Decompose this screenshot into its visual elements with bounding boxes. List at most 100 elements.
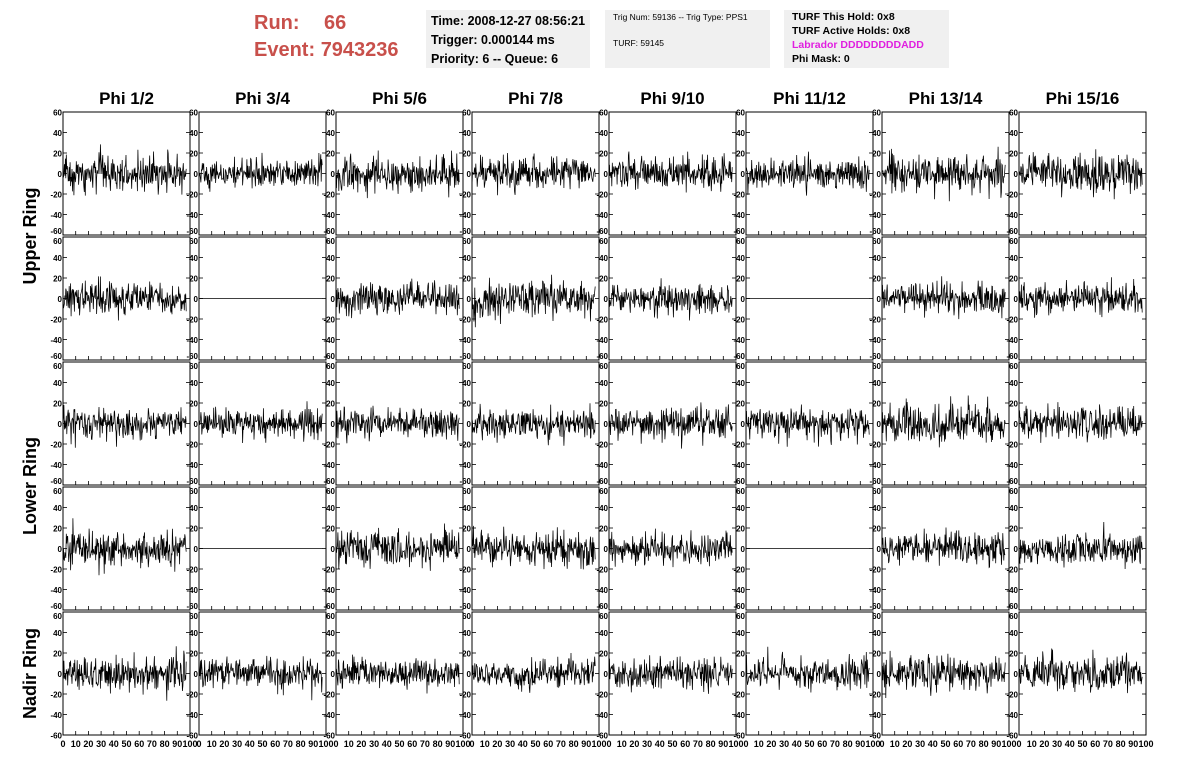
y-tick-label: 20 [1009, 400, 1018, 409]
trig-num-text: Trig Num: 59136 -- Trig Type: PPS1 [613, 12, 748, 22]
y-tick-label: -40 [596, 461, 608, 470]
x-tick-label: 0 [743, 739, 748, 749]
waveform-trace [335, 278, 460, 319]
y-tick-label: 0 [877, 670, 882, 679]
y-tick-label: -20 [869, 316, 881, 325]
turf-text: TURF: 59145 [613, 38, 665, 48]
y-tick-label: 20 [736, 400, 745, 409]
y-tick-label: -60 [323, 352, 335, 361]
x-tick-label: 70 [283, 739, 293, 749]
y-tick-label: 60 [326, 109, 335, 118]
waveform-trace [471, 403, 596, 446]
y-tick-label: -20 [869, 691, 881, 700]
y-tick-label: -20 [459, 191, 471, 200]
y-tick-label: 60 [189, 237, 198, 246]
y-tick-label: -60 [869, 477, 881, 486]
y-tick-label: 40 [1009, 129, 1018, 138]
y-tick-label: 60 [326, 612, 335, 621]
y-tick-label: -40 [733, 461, 745, 470]
y-tick-label: 20 [326, 275, 335, 284]
y-tick-label: -20 [50, 691, 62, 700]
column-header: Phi 15/16 [1046, 89, 1120, 108]
y-tick-label: 20 [326, 650, 335, 659]
x-tick-label: 50 [530, 739, 540, 749]
y-tick-label: -20 [186, 441, 198, 450]
y-tick-label: -40 [50, 211, 62, 220]
y-tick-label: 40 [599, 254, 608, 263]
x-tick-label: 10 [480, 739, 490, 749]
y-tick-label: -20 [459, 441, 471, 450]
x-tick-label: 90 [991, 739, 1001, 749]
y-tick-label: 40 [599, 629, 608, 638]
trigger-text: Trigger: 0.000144 ms [431, 33, 555, 47]
x-tick-label: 80 [433, 739, 443, 749]
x-tick-label: 20 [492, 739, 502, 749]
y-tick-label: 40 [462, 379, 471, 388]
x-tick-label: 90 [172, 739, 182, 749]
column-header: Phi 9/10 [640, 89, 704, 108]
column-header: Phi 5/6 [372, 89, 427, 108]
y-tick-label: -40 [1006, 586, 1018, 595]
y-tick-label: -20 [1006, 441, 1018, 450]
y-tick-label: -40 [596, 336, 608, 345]
y-tick-label: 60 [1009, 362, 1018, 371]
y-tick-label: -40 [50, 711, 62, 720]
y-tick-label: -60 [459, 227, 471, 236]
y-tick-label: 0 [467, 545, 472, 554]
y-tick-label: 20 [872, 525, 881, 534]
run-label: Run: [254, 12, 300, 34]
x-tick-label: 20 [83, 739, 93, 749]
y-tick-label: -40 [733, 586, 745, 595]
x-tick-label: 60 [270, 739, 280, 749]
waveform-trace [881, 146, 1006, 202]
y-tick-label: 60 [189, 109, 198, 118]
time-info-box: Time: 2008-12-27 08:56:21 Trigger: 0.000… [426, 10, 590, 68]
x-tick-label: 10 [344, 739, 354, 749]
y-tick-label: 20 [599, 150, 608, 159]
y-tick-label: 40 [1009, 254, 1018, 263]
y-tick-label: 20 [53, 150, 62, 159]
y-tick-label: 40 [326, 254, 335, 263]
y-tick-label: 20 [326, 400, 335, 409]
x-tick-label: 100 [318, 739, 333, 749]
y-tick-label: 0 [741, 170, 746, 179]
y-tick-label: -60 [186, 477, 198, 486]
y-tick-label: -40 [459, 711, 471, 720]
y-tick-label: -20 [323, 691, 335, 700]
y-tick-label: 40 [326, 129, 335, 138]
y-tick-label: -60 [1006, 227, 1018, 236]
y-tick-label: 0 [194, 295, 199, 304]
x-tick-label: 80 [706, 739, 716, 749]
x-tick-label: 30 [505, 739, 515, 749]
waveform-trace [881, 650, 1006, 699]
y-tick-label: -40 [186, 586, 198, 595]
x-tick-label: 90 [308, 739, 318, 749]
y-tick-label: -40 [596, 711, 608, 720]
x-tick-label: 30 [642, 739, 652, 749]
y-tick-label: -40 [1006, 211, 1018, 220]
y-tick-label: -60 [323, 477, 335, 486]
y-tick-label: 20 [462, 650, 471, 659]
y-tick-label: 20 [189, 150, 198, 159]
ring-label: Upper Ring [20, 188, 40, 285]
turf-info-box: TURF This Hold: 0x8 TURF Active Holds: 0… [784, 10, 949, 68]
x-tick-label: 20 [356, 739, 366, 749]
y-tick-label: -40 [869, 336, 881, 345]
y-tick-label: -60 [186, 732, 198, 741]
x-tick-label: 100 [1138, 739, 1153, 749]
y-tick-label: -60 [323, 227, 335, 236]
x-tick-label: 60 [953, 739, 963, 749]
x-tick-label: 70 [966, 739, 976, 749]
y-tick-label: -20 [50, 191, 62, 200]
y-tick-label: 0 [194, 170, 199, 179]
y-tick-label: -20 [1006, 566, 1018, 575]
y-tick-label: 60 [1009, 109, 1018, 118]
y-tick-label: -60 [1006, 732, 1018, 741]
y-tick-label: -40 [459, 461, 471, 470]
y-tick-label: -60 [50, 732, 62, 741]
y-tick-label: -40 [1006, 711, 1018, 720]
x-tick-label: 90 [718, 739, 728, 749]
y-tick-label: -20 [186, 316, 198, 325]
y-tick-label: 60 [872, 362, 881, 371]
waveform-trace [1018, 149, 1143, 200]
